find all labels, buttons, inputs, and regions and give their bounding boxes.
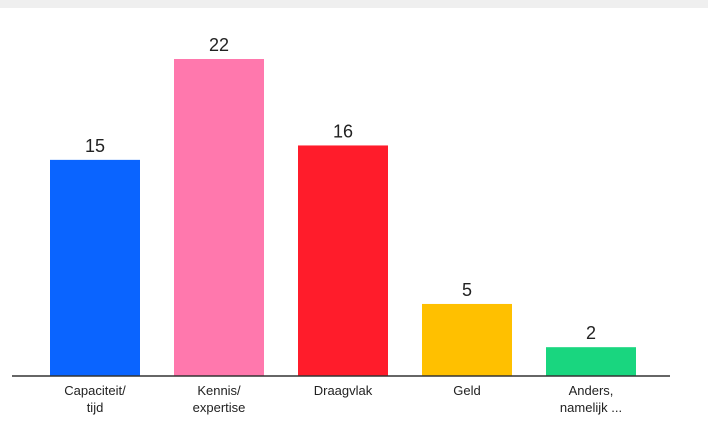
value-label-1: 22 [209, 35, 229, 55]
value-label-4: 2 [586, 323, 596, 343]
bars-group [50, 59, 636, 376]
top-strip [0, 0, 708, 8]
category-label-line: Draagvlak [314, 383, 373, 398]
category-label-line: Geld [453, 383, 480, 398]
category-label-0: Capaciteit/tijd [64, 383, 126, 415]
bar-3 [422, 303, 512, 376]
bar-2 [298, 145, 388, 376]
category-label-line: Capaciteit/ [64, 383, 126, 398]
bar-1 [174, 59, 264, 376]
category-label-line: namelijk ... [560, 400, 622, 415]
value-label-2: 16 [333, 121, 353, 141]
category-labels-group: Capaciteit/tijd Kennis/expertise Draagvlak… [64, 383, 622, 415]
category-label-4: Anders, namelijk ... [560, 383, 622, 415]
category-label-2: Draagvlak [314, 383, 373, 398]
category-label-line: expertise [193, 400, 246, 415]
value-label-0: 15 [85, 136, 105, 156]
category-label-3: Geld [453, 383, 480, 398]
value-labels-group: 15 22 16 5 2 [85, 35, 596, 343]
value-label-3: 5 [462, 280, 472, 300]
category-label-line: Anders, [569, 383, 614, 398]
bar-4 [546, 347, 636, 376]
category-label-line: tijd [87, 400, 104, 415]
bar-0 [50, 159, 140, 376]
category-label-line: Kennis/ [197, 383, 241, 398]
category-label-1: Kennis/expertise [193, 383, 246, 415]
